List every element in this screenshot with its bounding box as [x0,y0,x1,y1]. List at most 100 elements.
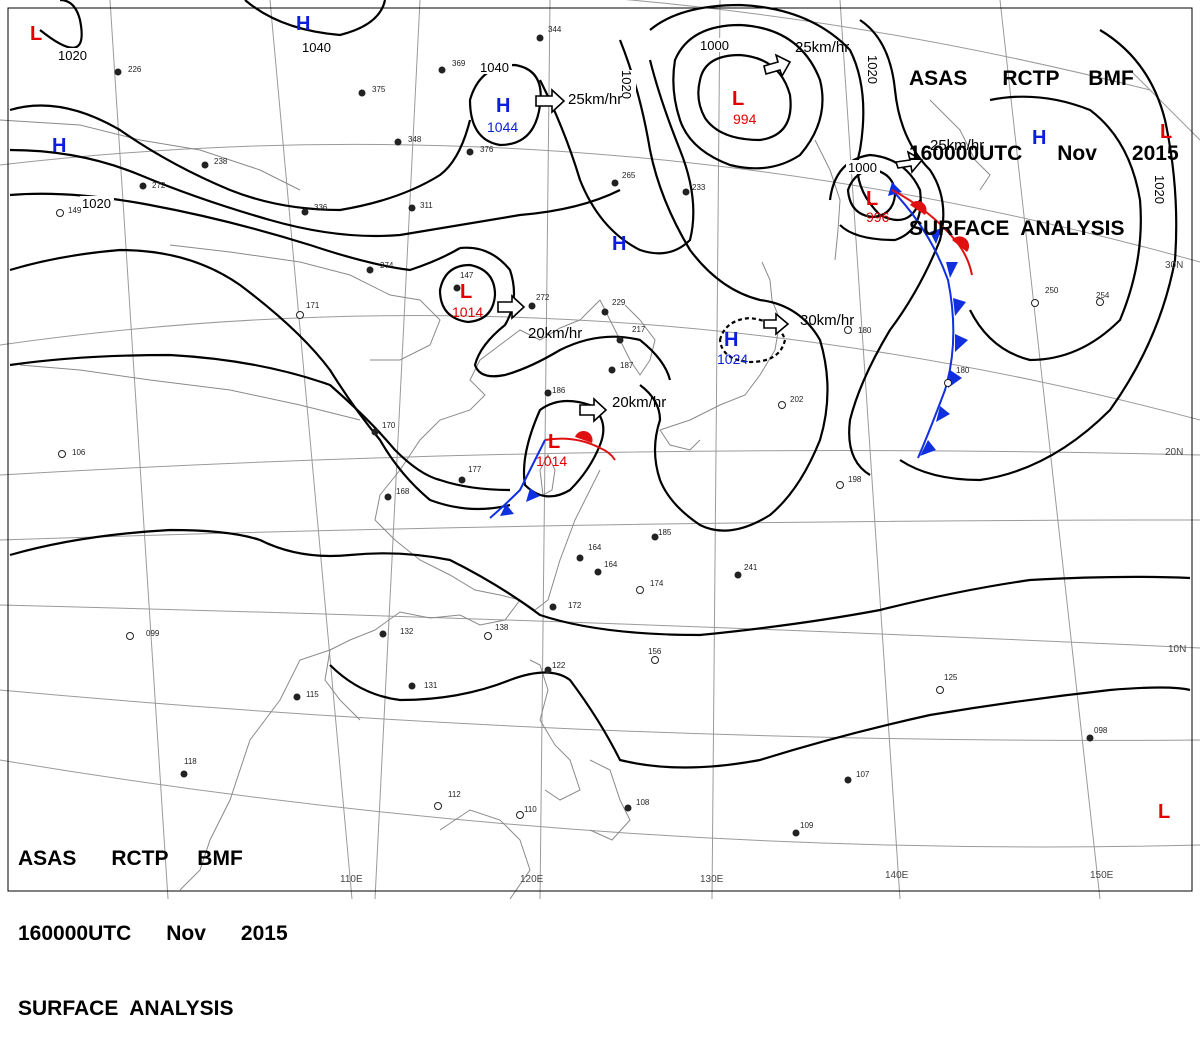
isobar-west-2 [9,148,621,238]
cold-front-triangle [930,228,942,244]
station-value: 180 [858,326,872,335]
latitude-label: 30N [1165,260,1183,271]
low-center-value: 996 [866,209,890,225]
parallel-line [0,143,1200,263]
station-value: 156 [648,647,662,656]
motion-arrow [894,150,924,174]
isobar-1020-north [39,0,83,49]
high-center-symbol: H [52,135,66,157]
station-value: 164 [588,543,602,552]
motion-labels: 25km/hr 25km/hr 25km/hr 20km/hr 20km/hr … [528,39,984,411]
parallel-line [0,604,1200,649]
indochina-coast [179,649,331,891]
station-value: 106 [72,448,86,457]
high-center-symbol: H [612,233,626,255]
west-land-border [0,119,301,191]
station-value: 254 [1096,291,1110,300]
high-center-value: 1044 [487,119,518,135]
station-value: 110 [524,805,537,814]
cold-front-triangle [946,262,958,278]
japan-south-coast [659,429,701,451]
motion-label: 25km/hr [795,39,849,56]
header-time-line: 160000UTC Nov 2015 [909,142,1179,165]
isobar-south-big [9,528,1191,637]
low-center-symbol: L [732,88,744,110]
station-value: 311 [420,201,433,210]
warm-front-bump [575,430,593,443]
station-value: 168 [396,487,410,496]
meridian-line [539,0,551,899]
station-value: 170 [382,421,396,430]
cold-front-triangle [920,440,936,456]
mongolia-border [169,244,441,361]
cold-front-line [891,189,955,459]
japan-coast [659,261,781,431]
station-value: 272 [536,293,550,302]
station-value: 265 [622,171,636,180]
header-title-line: SURFACE ANALYSIS [909,217,1125,240]
motion-label: 20km/hr [528,325,582,342]
motion-label: 25km/hr [930,137,984,154]
station-value: 272 [152,181,166,190]
parallel-line [0,759,1200,848]
taiwan-coast [539,453,556,496]
cold-front-line-south [489,439,546,519]
isobar-east-high-2 [899,29,1178,482]
latitude-label: 20N [1165,447,1183,458]
cold-front-triangle [955,334,968,352]
parallel-line [0,450,1200,476]
station-value: 238 [214,157,228,166]
motion-arrow [763,312,790,336]
warm-front-line-south [544,437,616,461]
chart-header-bottom: ASAS RCTP BMF 160000UTC Nov 2015 SURFACE… [18,796,288,1046]
high-center-symbol: H [1032,127,1046,149]
cold-front-triangle [526,488,540,502]
isobar-label: 1040 [480,60,509,75]
isobar-label: 1000 [700,38,729,53]
station-value: 180 [956,366,970,375]
meridian-line [269,0,353,899]
warm-front-bump [952,236,970,252]
isobar-label: 1020 [1152,175,1167,204]
low-center-value: 994 [733,111,757,127]
china-coast-south [324,599,521,721]
isobar-low994-ring-1 [697,53,792,142]
borneo-coast [439,809,531,899]
motion-arrow [497,294,526,320]
header-source-line: ASAS RCTP BMF [18,847,243,870]
low-center-value: 1014 [452,304,483,320]
isobars [9,0,1191,769]
isobar-label: 1020 [865,55,880,84]
station-value: 198 [848,475,862,484]
motion-arrow [579,397,608,423]
isobar-south-1 [9,353,511,492]
warm-front-bump [910,200,927,215]
station-value: 115 [306,690,319,699]
station-value: 348 [408,135,422,144]
station-value: 122 [552,661,566,670]
isobar-label: 1040 [302,40,331,55]
station-plots: 226 369 375 348 376 238 272 149 311 336 … [56,25,1110,837]
station-value: 174 [650,579,664,588]
station-value: 132 [400,627,414,636]
isobar-1020-central [618,39,829,532]
isobar-east-high-1 [969,95,1142,362]
meridian-line [711,0,721,899]
low-center-value: 1014 [536,453,567,469]
station-value: 274 [380,261,394,270]
cold-front-triangle [953,298,966,316]
low-center-symbol: L [548,431,560,453]
isobar-high-1024 [718,316,787,364]
station-value: 172 [568,601,582,610]
high-center-symbol: H [496,95,510,117]
high-center-symbol: H [296,13,310,35]
china-coast [374,299,601,611]
station-value: 107 [856,770,870,779]
motion-label: 30km/hr [800,312,854,329]
weather-chart: 1020 1040 1020 1040 1020 1000 1020 1000 … [0,0,1200,899]
high-center-value: 1024 [717,351,748,367]
isobar-label: 1020 [58,48,87,63]
longitude-label: 140E [885,870,909,881]
station-value: 187 [620,361,634,370]
isobar-label: 1020 [82,196,111,211]
